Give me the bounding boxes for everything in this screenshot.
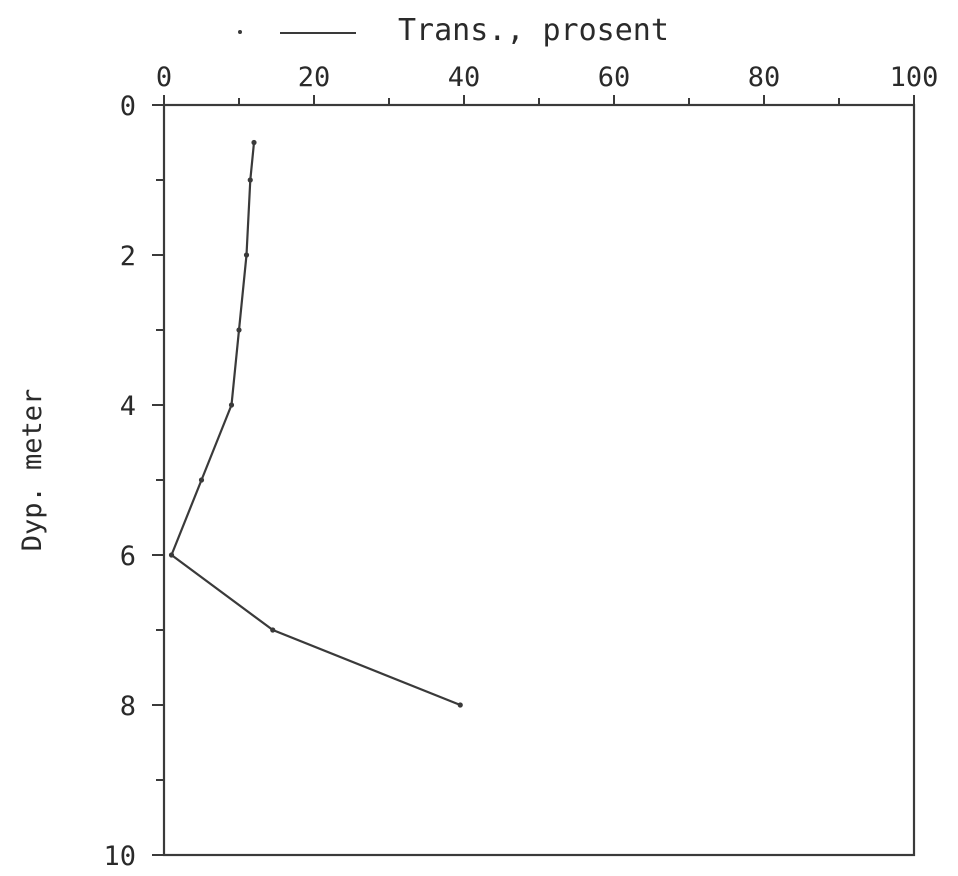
y-tick-label: 2 xyxy=(120,241,136,272)
data-point xyxy=(251,139,257,146)
legend-label: Trans., prosent xyxy=(398,13,669,48)
y-tick-label: 10 xyxy=(103,841,136,872)
x-tick-label: 0 xyxy=(156,62,172,93)
legend: Trans., prosent xyxy=(238,13,669,48)
x-axis-ticks xyxy=(163,95,915,105)
y-tick-label: 6 xyxy=(120,541,136,572)
y-axis-ticks xyxy=(152,104,164,856)
x-tick-label: 20 xyxy=(298,62,331,93)
x-tick-label: 60 xyxy=(598,62,631,93)
data-point xyxy=(243,252,250,258)
data-point xyxy=(457,702,463,708)
y-tick-label: 4 xyxy=(120,391,136,422)
y-tick-label: 0 xyxy=(120,91,136,122)
y-axis-label: Dyp. meter xyxy=(17,389,48,552)
data-point xyxy=(236,327,242,333)
data-point xyxy=(270,627,276,633)
data-point xyxy=(168,552,175,558)
legend-marker xyxy=(238,30,242,34)
data-point xyxy=(228,402,235,408)
y-axis-tick-labels: 0 2 4 6 8 10 xyxy=(103,91,136,872)
y-tick-label: 8 xyxy=(120,691,136,722)
data-point xyxy=(247,177,253,183)
plot-frame xyxy=(162,103,916,857)
x-tick-label: 100 xyxy=(890,62,939,93)
x-tick-label: 40 xyxy=(448,62,481,93)
series-layer xyxy=(168,139,463,708)
x-axis-tick-labels: 0 20 40 60 80 100 xyxy=(156,62,939,93)
data-point xyxy=(198,477,205,483)
x-tick-label: 80 xyxy=(748,62,781,93)
series-line xyxy=(170,142,461,707)
